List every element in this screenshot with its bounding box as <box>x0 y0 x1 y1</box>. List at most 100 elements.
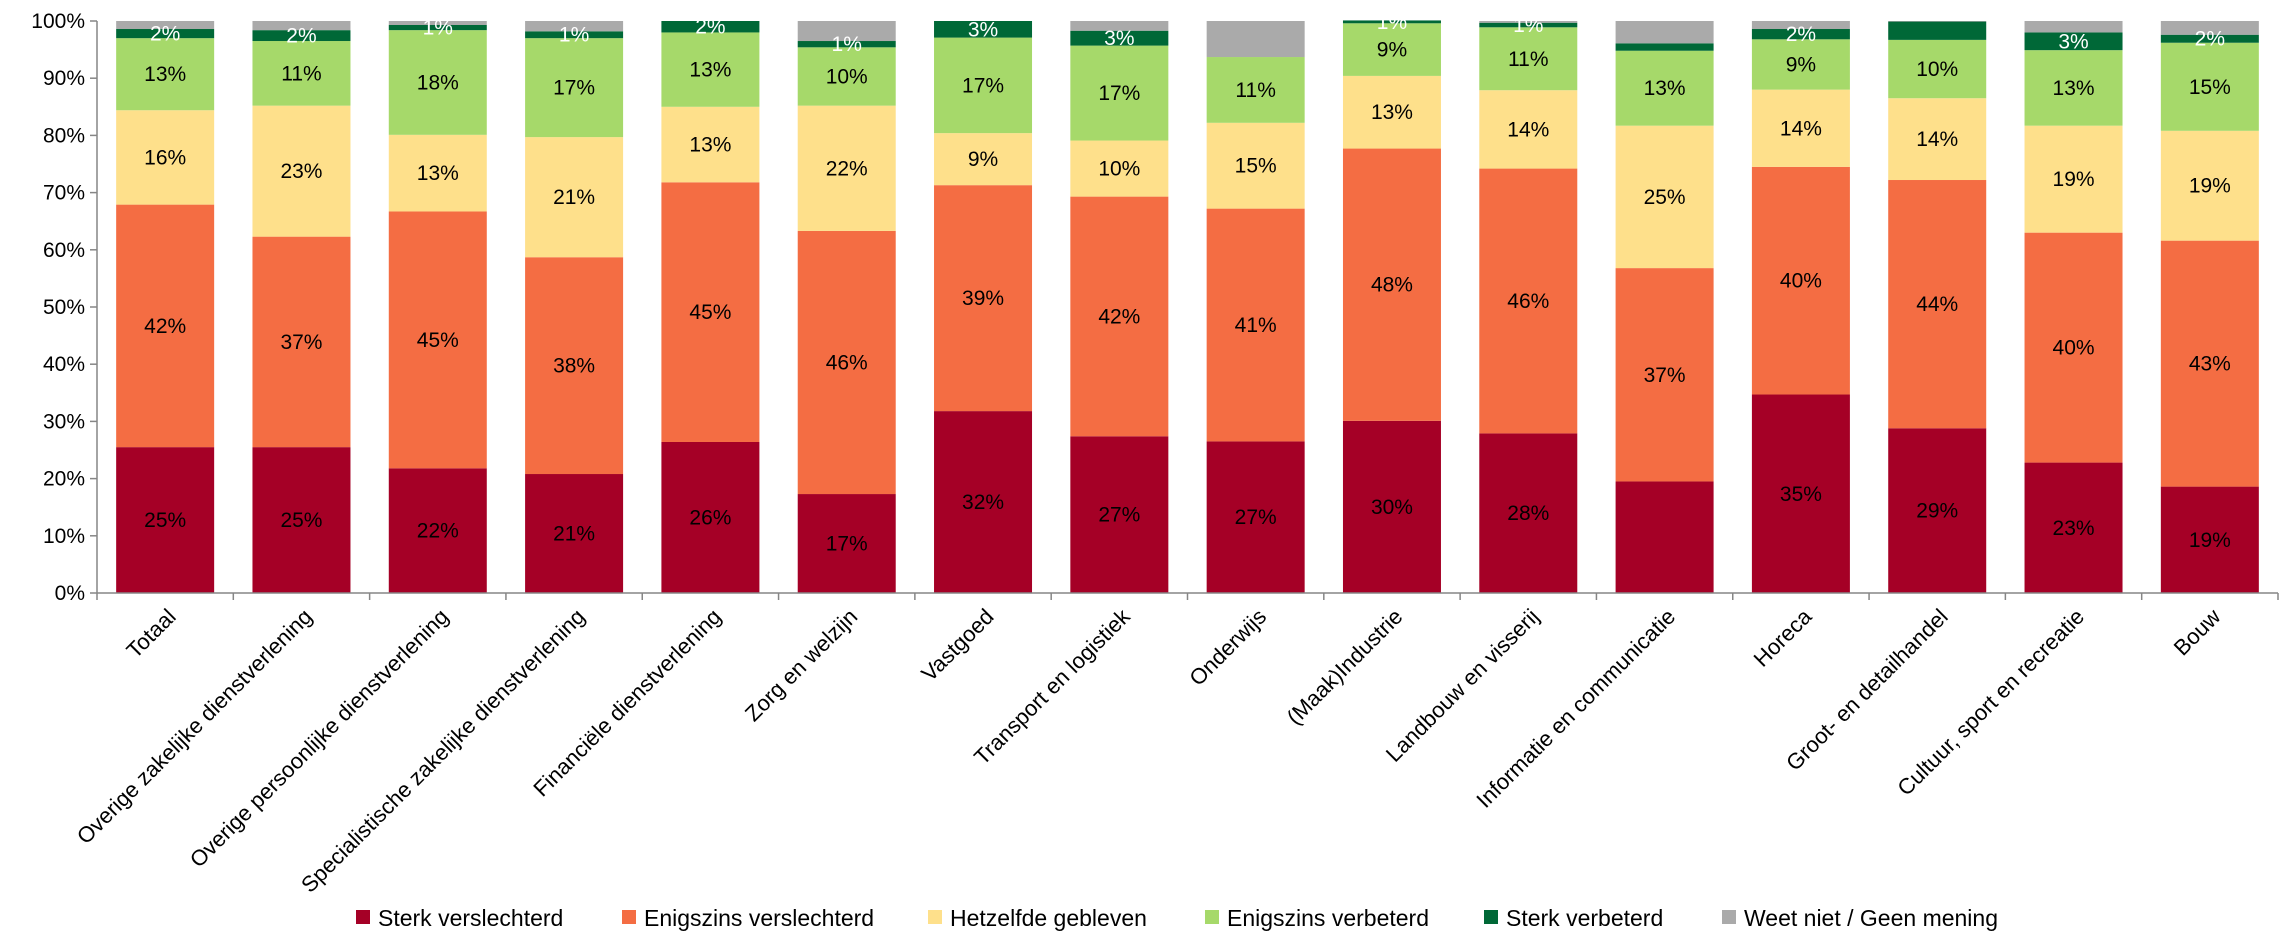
bar-segment-enigszins-verslechterd-onderwijs <box>1206 208 1305 442</box>
data-label-hetzelfde-gebleven-onderwijs: 15% <box>1235 155 1277 178</box>
y-tick-label-1: 10% <box>43 525 85 548</box>
bar-segment-enigszins-verslechterd-totaal <box>116 204 215 448</box>
bar-segment-hetzelfde-gebleven-overige-zakelijke-dienstverlening <box>252 105 351 237</box>
legend-swatch-enigszins-verbeterd <box>1205 910 1219 924</box>
data-label-enigszins-verslechterd-zorg-en-welzijn: 46% <box>826 351 868 374</box>
bar-segment-enigszins-verslechterd-informatie-en-communicatie <box>1615 268 1714 482</box>
data-label-sterk-verslechterd-maak-industrie: 30% <box>1371 496 1413 519</box>
data-label-sterk-verslechterd-overige-zakelijke-dienstverlening: 25% <box>280 509 322 532</box>
bar-segment-sterk-verslechterd-specialistische-zakelijke-dienstverlening <box>525 474 624 593</box>
bar-segment-weet-niet-geen-mening-horeca <box>1751 21 1850 30</box>
data-label-sterk-verslechterd-specialistische-zakelijke-dienstverlening: 21% <box>553 523 595 546</box>
y-tick-label-0: 0% <box>55 582 85 605</box>
bar-segment-sterk-verslechterd-informatie-en-communicatie <box>1615 481 1714 593</box>
bar-segment-hetzelfde-gebleven-specialistische-zakelijke-dienstverlening <box>525 137 624 258</box>
data-label-enigszins-verbeterd-horeca: 9% <box>1786 53 1816 76</box>
data-label-sterk-verslechterd-onderwijs: 27% <box>1235 506 1277 529</box>
data-label-sterk-verslechterd-vastgoed: 32% <box>962 491 1004 514</box>
bar-segment-enigszins-verbeterd-maak-industrie <box>1342 23 1441 76</box>
category-label-overige-persoonlijke-dienstverlening: Overige persoonlijke dienstverlening <box>185 604 453 872</box>
data-label-sterk-verslechterd-transport-en-logistiek: 27% <box>1098 504 1140 527</box>
data-label-enigszins-verbeterd-groot-en-detailhandel: 10% <box>1916 58 1958 81</box>
bar-segment-sterk-verslechterd-totaal <box>116 447 215 593</box>
data-label-enigszins-verbeterd-transport-en-logistiek: 17% <box>1098 82 1140 105</box>
data-label-enigszins-verslechterd-vastgoed: 39% <box>962 287 1004 310</box>
bar-segment-weet-niet-geen-mening-onderwijs <box>1206 21 1305 58</box>
bar-segment-hetzelfde-gebleven-transport-en-logistiek <box>1070 140 1169 197</box>
bar-segment-sterk-verbeterd-horeca <box>1751 29 1850 40</box>
bar-segment-enigszins-verslechterd-transport-en-logistiek <box>1070 196 1169 437</box>
data-label-enigszins-verbeterd-overige-zakelijke-dienstverlening: 11% <box>281 62 321 85</box>
data-label-sterk-verbeterd-cultuur-sport-en-recreatie: 3% <box>2058 30 2088 53</box>
bar-segment-enigszins-verslechterd-cultuur-sport-en-recreatie <box>2024 232 2123 463</box>
bar-segment-sterk-verslechterd-overige-persoonlijke-dienstverlening <box>388 468 487 593</box>
bar-segment-sterk-verbeterd-vastgoed <box>934 21 1033 38</box>
legend-label-weet-niet-geen-mening: Weet niet / Geen mening <box>1744 905 1998 931</box>
bar-segment-enigszins-verslechterd-specialistische-zakelijke-dienstverlening <box>525 257 624 475</box>
bar-segment-sterk-verslechterd-cultuur-sport-en-recreatie <box>2024 462 2123 593</box>
data-label-hetzelfde-gebleven-cultuur-sport-en-recreatie: 19% <box>2053 168 2095 191</box>
bar-segment-enigszins-verbeterd-landbouw-en-visserij <box>1479 27 1578 91</box>
data-label-enigszins-verbeterd-specialistische-zakelijke-dienstverlening: 17% <box>553 77 595 100</box>
data-label-hetzelfde-gebleven-overige-zakelijke-dienstverlening: 23% <box>280 160 322 183</box>
data-label-hetzelfde-gebleven-maak-industrie: 13% <box>1371 101 1413 124</box>
data-label-sterk-verbeterd-maak-industrie: 1% <box>1377 11 1407 34</box>
bar-segment-enigszins-verbeterd-zorg-en-welzijn <box>797 47 896 106</box>
bar-segment-weet-niet-geen-mening-informatie-en-communicatie <box>1615 21 1714 44</box>
y-tick-label-3: 30% <box>43 410 85 433</box>
data-label-sterk-verbeterd-bouw: 2% <box>2195 28 2225 51</box>
bar-segment-sterk-verbeterd-groot-en-detailhandel <box>1888 21 1987 40</box>
bar-segment-hetzelfde-gebleven-zorg-en-welzijn <box>797 105 896 231</box>
bar-segment-enigszins-verbeterd-transport-en-logistiek <box>1070 45 1169 141</box>
data-label-sterk-verbeterd-totaal: 2% <box>150 23 180 46</box>
y-tick-label-6: 60% <box>43 239 85 262</box>
data-label-enigszins-verbeterd-landbouw-en-visserij: 11% <box>1508 48 1548 71</box>
data-label-sterk-verbeterd-vastgoed: 3% <box>968 18 998 41</box>
data-label-sterk-verbeterd-overige-zakelijke-dienstverlening: 2% <box>286 25 316 48</box>
legend-label-enigszins-verbeterd: Enigszins verbeterd <box>1227 905 1429 931</box>
bar-segment-enigszins-verbeterd-groot-en-detailhandel <box>1888 39 1987 99</box>
data-label-hetzelfde-gebleven-landbouw-en-visserij: 14% <box>1507 118 1549 141</box>
bar-segment-weet-niet-geen-mening-groot-en-detailhandel <box>1888 21 1987 22</box>
bar-segment-sterk-verbeterd-cultuur-sport-en-recreatie <box>2024 32 2123 51</box>
bar-segment-sterk-verbeterd-overige-zakelijke-dienstverlening <box>252 30 351 42</box>
data-label-sterk-verslechterd-landbouw-en-visserij: 28% <box>1507 502 1549 525</box>
bar-segment-enigszins-verslechterd-maak-industrie <box>1342 148 1441 421</box>
bar-segment-enigszins-verslechterd-horeca <box>1751 166 1850 395</box>
bar-segment-hetzelfde-gebleven-informatie-en-communicatie <box>1615 125 1714 269</box>
category-label-onderwijs: Onderwijs <box>1184 604 1271 691</box>
data-label-enigszins-verslechterd-informatie-en-communicatie: 37% <box>1644 364 1686 387</box>
data-label-enigszins-verslechterd-landbouw-en-visserij: 46% <box>1507 290 1549 313</box>
bar-segment-sterk-verslechterd-zorg-en-welzijn <box>797 494 896 593</box>
data-label-enigszins-verbeterd-zorg-en-welzijn: 10% <box>826 65 868 88</box>
legend-swatch-weet-niet-geen-mening <box>1722 910 1736 924</box>
bar-segment-weet-niet-geen-mening-cultuur-sport-en-recreatie <box>2024 21 2123 33</box>
bar-segment-enigszins-verbeterd-specialistische-zakelijke-dienstverlening <box>525 38 624 138</box>
data-label-enigszins-verslechterd-horeca: 40% <box>1780 270 1822 293</box>
data-label-enigszins-verbeterd-maak-industrie: 9% <box>1377 39 1407 62</box>
data-label-sterk-verslechterd-totaal: 25% <box>144 509 186 532</box>
legend-label-hetzelfde-gebleven: Hetzelfde gebleven <box>950 905 1147 931</box>
y-tick-label-4: 40% <box>43 353 85 376</box>
data-label-hetzelfde-gebleven-transport-en-logistiek: 10% <box>1098 158 1140 181</box>
bar-segment-sterk-verbeterd-zorg-en-welzijn <box>797 41 896 48</box>
bar-segment-enigszins-verbeterd-bouw <box>2160 42 2259 131</box>
category-label-specialistische-zakelijke-dienstverlening: Specialistische zakelijke dienstverlenin… <box>296 604 590 898</box>
data-label-enigszins-verslechterd-cultuur-sport-en-recreatie: 40% <box>2053 337 2095 360</box>
bar-segment-sterk-verbeterd-overige-persoonlijke-dienstverlening <box>388 25 487 31</box>
category-label-maak-industrie: (Maak)Industrie <box>1282 604 1408 730</box>
data-label-enigszins-verbeterd-onderwijs: 11% <box>1235 79 1275 102</box>
data-label-enigszins-verbeterd-financiele-dienstverlening: 13% <box>689 59 731 82</box>
data-label-hetzelfde-gebleven-zorg-en-welzijn: 22% <box>826 157 868 180</box>
y-tick-label-2: 20% <box>43 468 85 491</box>
bar-segment-weet-niet-geen-mening-landbouw-en-visserij <box>1479 21 1578 23</box>
y-tick-label-10: 100% <box>31 10 85 33</box>
bar-segment-sterk-verslechterd-transport-en-logistiek <box>1070 436 1169 593</box>
data-label-hetzelfde-gebleven-vastgoed: 9% <box>968 148 998 171</box>
y-tick-label-8: 80% <box>43 124 85 147</box>
bar-segment-hetzelfde-gebleven-maak-industrie <box>1342 75 1441 149</box>
bar-segment-hetzelfde-gebleven-totaal <box>116 110 215 205</box>
data-label-enigszins-verslechterd-financiele-dienstverlening: 45% <box>689 301 731 324</box>
data-label-sterk-verslechterd-cultuur-sport-en-recreatie: 23% <box>2053 517 2095 540</box>
